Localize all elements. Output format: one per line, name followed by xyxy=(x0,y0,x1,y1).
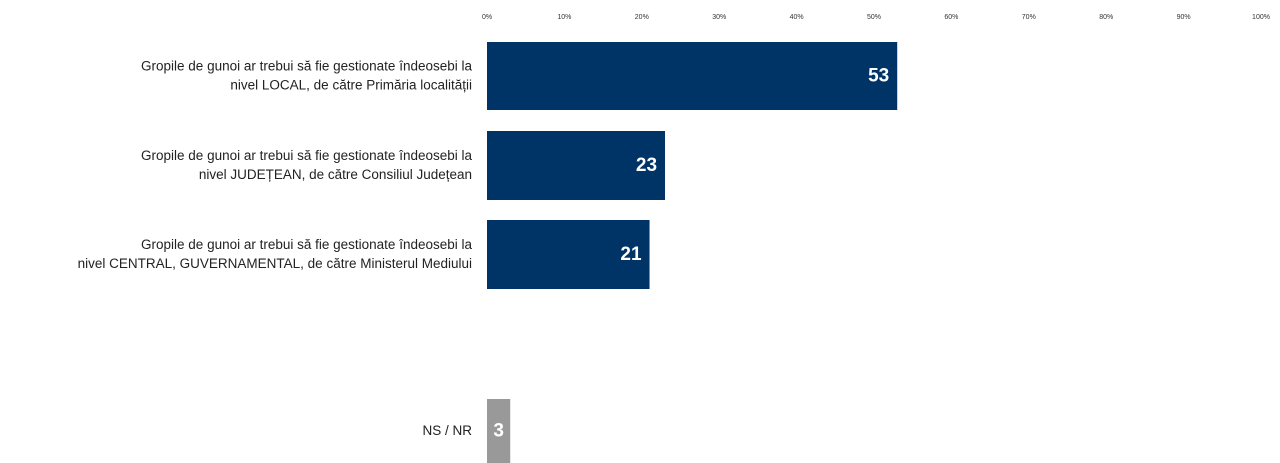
category-label-line: nivel CENTRAL, GUVERNAMENTAL, de către M… xyxy=(78,256,472,271)
category-label-line: Gropile de gunoi ar trebui să fie gestio… xyxy=(141,58,472,73)
category-label: NS / NR xyxy=(422,423,472,438)
category-label: Gropile de gunoi ar trebui să fie gestio… xyxy=(141,148,472,182)
category-label-line: NS / NR xyxy=(422,423,472,438)
x-tick-label: 10% xyxy=(557,14,571,21)
x-tick-label: 40% xyxy=(790,14,804,21)
data-label: 21 xyxy=(620,244,642,265)
data-labels: 53 23 21 3 xyxy=(493,66,889,442)
x-axis-ticks: 0% 10% 20% 30% 40% 50% 60% 70% 80% 90% 100% xyxy=(482,14,1270,21)
category-labels: Gropile de gunoi ar trebui să fie gestio… xyxy=(78,58,473,438)
category-label-line: nivel LOCAL, de către Primăria localităț… xyxy=(230,77,472,92)
data-label: 23 xyxy=(636,155,657,176)
x-tick-label: 20% xyxy=(635,14,649,21)
x-tick-label: 70% xyxy=(1022,14,1036,21)
category-label: Gropile de gunoi ar trebui să fie gestio… xyxy=(141,58,472,92)
x-tick-label: 80% xyxy=(1099,14,1113,21)
x-tick-label: 60% xyxy=(944,14,958,21)
data-label: 3 xyxy=(493,421,504,442)
x-tick-label: 90% xyxy=(1177,14,1191,21)
bar xyxy=(487,220,650,289)
data-label: 53 xyxy=(868,66,889,87)
category-label: Gropile de gunoi ar trebui să fie gestio… xyxy=(78,237,473,271)
x-tick-label: 50% xyxy=(867,14,881,21)
bar xyxy=(487,399,511,463)
category-label-line: Gropile de gunoi ar trebui să fie gestio… xyxy=(141,237,472,252)
bars xyxy=(487,42,898,463)
category-label-line: Gropile de gunoi ar trebui să fie gestio… xyxy=(141,148,472,163)
x-tick-label: 100% xyxy=(1252,14,1270,21)
bar xyxy=(487,131,666,200)
bar xyxy=(487,42,898,110)
x-tick-label: 30% xyxy=(712,14,726,21)
x-tick-label: 0% xyxy=(482,14,492,21)
category-label-line: nivel JUDEȚEAN, de către Consiliul Județ… xyxy=(199,167,472,182)
